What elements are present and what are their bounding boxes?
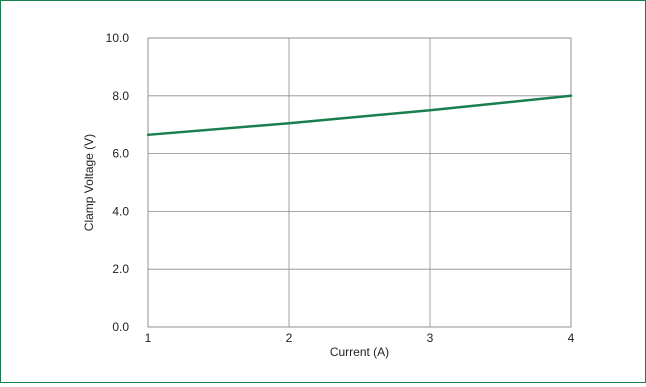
x-tick-label: 1 <box>145 331 152 345</box>
y-tick-label: 10.0 <box>106 31 130 45</box>
x-tick-label: 3 <box>427 331 434 345</box>
y-tick-label: 6.0 <box>112 147 129 161</box>
y-axis-ticks: 0.0 2.0 4.0 6.0 8.0 10.0 <box>106 31 130 334</box>
y-tick-label: 4.0 <box>112 204 129 218</box>
y-tick-label: 2.0 <box>112 262 129 276</box>
x-axis-ticks: 1 2 3 4 <box>145 331 575 345</box>
y-axis-label: Clamp Voltage (V) <box>82 134 96 231</box>
x-tick-label: 4 <box>568 331 575 345</box>
x-tick-label: 2 <box>286 331 293 345</box>
plot-area-border <box>147 37 572 328</box>
series-layer <box>146 94 573 137</box>
grid <box>147 37 572 328</box>
y-tick-label: 8.0 <box>112 89 129 103</box>
y-tick-label: 0.0 <box>112 320 129 334</box>
series-line <box>146 94 573 137</box>
x-axis-label: Current (A) <box>330 345 389 359</box>
